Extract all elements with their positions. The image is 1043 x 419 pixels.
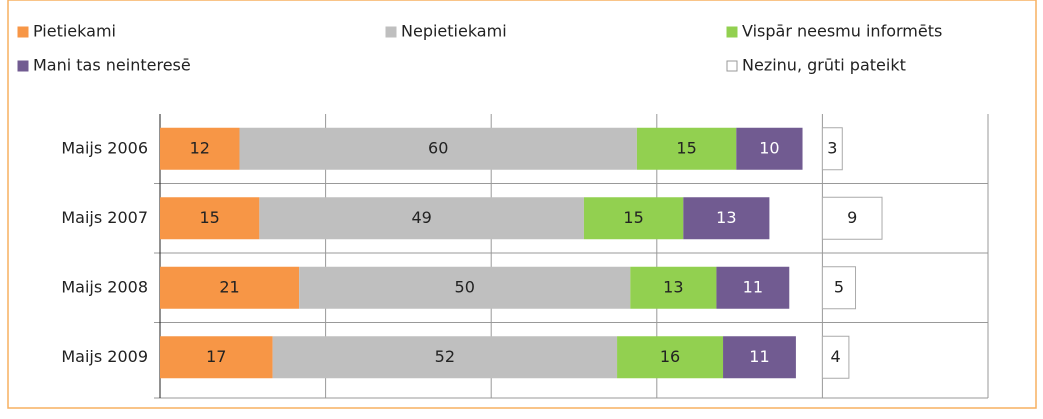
bar-segment [617,336,724,379]
legend-label: Pietiekami [33,22,116,41]
frame [7,0,1037,409]
bar-segment [821,335,850,379]
legend-swatch [726,60,738,72]
y-tick-label: Maijs 2008 [61,277,148,296]
legend-swatch [385,26,397,38]
data-label: 3 [827,138,837,157]
data-label: 4 [831,347,841,366]
bar-segment [160,336,273,379]
bar-segment [736,127,803,170]
bar-segment [636,127,737,170]
data-label: 9 [847,208,857,227]
bar-segment [160,197,260,240]
legend-label: Nezinu, grūti pateikt [742,56,906,75]
bar-segment [723,336,796,379]
data-label: 16 [660,347,680,366]
bar-segment [716,266,790,309]
data-label: 15 [623,208,643,227]
bar-segment [239,127,637,170]
legend-swatch [726,26,738,38]
bar-segment [821,266,857,310]
y-tick-label: Maijs 2006 [61,138,148,157]
legend-swatch [17,60,29,72]
legend-swatch [17,26,29,38]
data-label: 21 [219,277,239,296]
data-label: 49 [411,208,431,227]
bar-segment [583,197,684,240]
data-label: 15 [676,138,696,157]
legend-label: Mani tas neinteresē [33,56,191,75]
legend-label: Vispār neesmu informēts [742,22,942,41]
bar-segment [821,196,883,240]
y-tick-label: Maijs 2007 [61,208,148,227]
data-label: 15 [200,208,220,227]
y-tick-label: Maijs 2009 [61,347,148,366]
data-label: 5 [834,277,844,296]
data-label: 11 [743,277,763,296]
bar-segment [160,266,300,309]
data-label: 11 [749,347,769,366]
data-label: 52 [435,347,455,366]
data-label: 50 [455,277,475,296]
bar-segment [630,266,717,309]
data-label: 12 [190,138,210,157]
bar-segment [683,197,770,240]
bar-segment [299,266,631,309]
data-label: 13 [716,208,736,227]
data-label: 60 [428,138,448,157]
data-label: 10 [759,138,779,157]
bar-segment [160,127,240,170]
bar-segment [259,197,584,240]
data-label: 17 [206,347,226,366]
bar-segment [821,127,843,171]
data-label: 13 [663,277,683,296]
legend-label: Nepietiekami [401,22,507,41]
bar-segment [272,336,618,379]
